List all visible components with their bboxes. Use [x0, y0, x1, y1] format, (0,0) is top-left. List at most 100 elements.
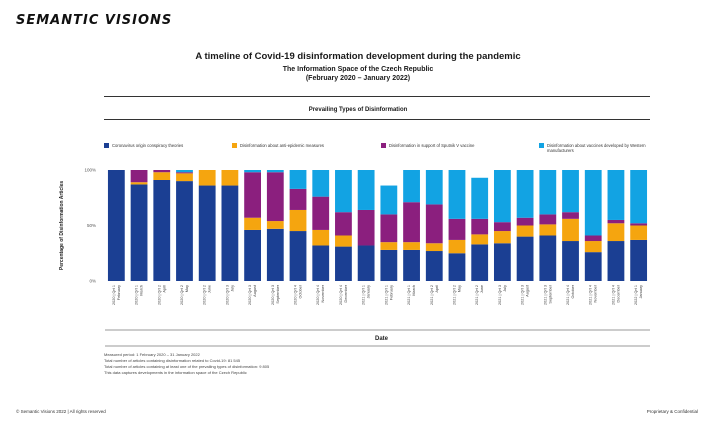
bar-segment [539, 235, 557, 281]
x-tick-text: 2022 | Qrt 1 [634, 285, 638, 305]
bar-segment [539, 214, 557, 225]
legend-item: Disinformation in support of Sputnik V v… [381, 143, 509, 148]
x-tick-text: November [594, 284, 598, 302]
x-tick-text: 2021 | Qrt 4 [566, 285, 570, 305]
bar-segment [630, 170, 648, 224]
bar-segment [107, 170, 125, 281]
x-tick-label: 2020 | Qrt 2 June [203, 285, 212, 305]
x-tick-label: 2020 | Qrt 2 April [157, 285, 166, 305]
x-tick-text: February [389, 285, 393, 300]
bar-segment [539, 170, 557, 215]
y-tick-label: 0% [89, 279, 96, 284]
x-tick-text: 2020 | Qrt 4 [339, 285, 343, 305]
legend-label: Coronavirus origin conspiracy theories [112, 143, 184, 148]
bar-segment [380, 249, 398, 281]
bar-segment [516, 170, 534, 218]
bar-segment [176, 173, 193, 182]
bar-segment [471, 177, 489, 219]
x-tick-text: 2020 | Qrt 4 [316, 285, 320, 305]
bar-segment [630, 225, 648, 240]
x-tick-text: January [367, 285, 371, 299]
bar-segment [153, 179, 171, 281]
x-tick-text: August [526, 284, 530, 297]
bar-segment [312, 196, 330, 230]
x-tick-label: 2021 | Qrt 2 April [430, 285, 439, 305]
x-tick-text: April [435, 285, 439, 293]
bar-segment [471, 244, 489, 281]
x-tick-text: 2021 | Qrt 4 [611, 285, 615, 305]
footer-confidential: Proprietary & Confidential [646, 409, 698, 414]
x-tick-label: 2021 | Qrt 4 November [589, 284, 598, 305]
bar-segment [584, 235, 602, 242]
x-tick-label: 2021 | Qrt 3 September [543, 284, 552, 305]
x-tick-text: June [480, 285, 484, 293]
bar-segment [562, 212, 579, 219]
x-tick-label: 2020 | Qrt 4 December [339, 284, 348, 305]
bar-segment [335, 212, 352, 236]
bar-segment [516, 217, 534, 226]
x-tick-label: 2020 | Qrt 1 March [135, 285, 144, 305]
note-line: Total number of articles containing at l… [104, 364, 270, 369]
bar-segment [244, 229, 261, 281]
x-tick-text: 2021 | Qrt 1 [362, 285, 366, 305]
x-tick-text: May [185, 285, 189, 292]
x-tick-text: July [230, 285, 234, 292]
x-tick-label: 2020 | Qrt 1 February [112, 285, 121, 305]
legend-item: Disinformation about anti-epidemic measu… [232, 143, 360, 148]
bar-segment [425, 170, 443, 205]
x-tick-text: September [548, 284, 552, 303]
x-axis-label: Date [375, 336, 389, 342]
bar-segment [266, 172, 284, 222]
bar-segment [335, 170, 352, 213]
x-tick-text: 2020 | Qrt 1 [112, 285, 116, 305]
bar-segment [607, 170, 625, 220]
bar-segment [425, 204, 443, 244]
x-tick-text: 2021 | Qrt 3 [498, 285, 502, 305]
bar-segment [244, 170, 261, 173]
bar-segment [607, 241, 625, 281]
bar-segment [403, 202, 420, 243]
page-period: (February 2020 – January 2022) [305, 75, 411, 82]
note-line: Total number of articles containing disi… [104, 358, 241, 363]
y-tick-label: 100% [84, 168, 96, 173]
bar-segment [584, 252, 602, 281]
y-axis-label: Percentage of Disinformation Articles [59, 181, 65, 270]
bar-segment [289, 170, 307, 189]
x-tick-text: March [412, 285, 416, 296]
bar-segment [516, 225, 534, 237]
bar-segment [312, 229, 330, 246]
x-tick-label: 2021 | Qrt 1 February [384, 285, 393, 305]
x-tick-label: 2021 | Qrt 2 May [452, 285, 461, 305]
bar-segment [357, 170, 375, 210]
x-tick-text: 2020 | Qrt 2 [157, 285, 161, 305]
bar-segment [289, 209, 307, 232]
bar-segment [357, 245, 375, 281]
x-tick-text: February [117, 285, 121, 300]
bar-segment [584, 170, 602, 236]
x-tick-text: 2020 | Qrt 3 [225, 285, 229, 305]
x-tick-text: September [276, 284, 280, 303]
y-tick-label: 50% [87, 223, 96, 228]
x-tick-label: 2021 | Qrt 4 December [611, 284, 620, 305]
x-tick-text: June [208, 285, 212, 293]
notes: Measured period: 1 February 2020 – 31 Ja… [104, 352, 269, 376]
x-tick-label: 2021 | Qrt 4 October [566, 284, 575, 305]
x-tick-text: October [571, 284, 575, 298]
bar-segment [448, 253, 466, 281]
legend-label: Disinformation about vaccines developed … [547, 143, 646, 153]
bar-segment [221, 170, 239, 186]
x-tick-label: 2020 | Qrt 3 August [248, 284, 257, 305]
note-line: This data captures developments in the i… [104, 370, 247, 375]
bar-segment [153, 170, 171, 173]
bar-segment [403, 249, 420, 281]
x-tick-text: 2021 | Qrt 2 [475, 285, 479, 305]
bar-segment [448, 218, 466, 240]
x-tick-text: 2020 | Qrt 1 [135, 285, 139, 305]
x-tick-text: November [321, 284, 325, 302]
x-tick-label: 2020 | Qrt 2 May [180, 285, 189, 305]
x-tick-text: 2020 | Qrt 3 [248, 285, 252, 305]
bar-segment [266, 228, 284, 281]
x-tick-text: 2020 | Qrt 3 [271, 285, 275, 305]
divider [104, 119, 650, 120]
